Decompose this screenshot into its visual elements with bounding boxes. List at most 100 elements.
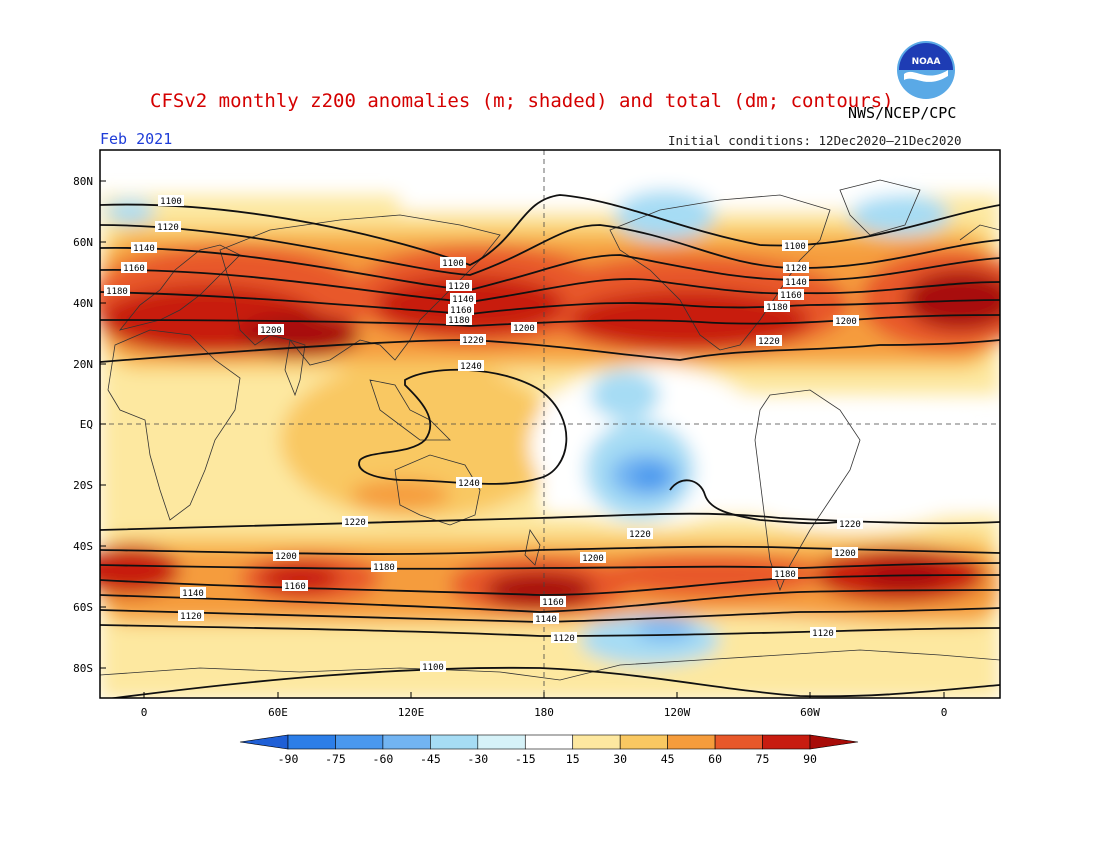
contour-label-1240-nh: 1240 [458, 360, 484, 372]
contour-label-1160-sh: 1160 [282, 580, 308, 592]
svg-text:1160: 1160 [542, 598, 564, 608]
contour-label-1180-sh: 1180 [371, 561, 397, 573]
lon-label: 60E [268, 706, 288, 719]
chart-title: CFSv2 monthly z200 anomalies (m; shaded)… [150, 90, 894, 112]
contour-label-1120-sh2: 1120 [551, 632, 577, 644]
contour-label-1180-nh3: 1180 [764, 301, 790, 313]
contour-label-1180-sh2: 1180 [772, 568, 798, 580]
noaa-logo: NOAA [897, 41, 955, 99]
lon-label: 0 [941, 706, 948, 719]
contour-label-1180-nh: 1180 [104, 285, 130, 297]
svg-text:1220: 1220 [758, 337, 780, 347]
contour-label-1200-nh3: 1200 [833, 315, 859, 327]
colorbar-swatch [430, 734, 479, 750]
svg-text:1200: 1200 [834, 549, 856, 559]
colorbar-swatch [572, 734, 621, 750]
svg-text:1220: 1220 [462, 336, 484, 346]
svg-text:1100: 1100 [442, 259, 464, 269]
lat-label: 80S [73, 662, 93, 675]
contour-label-1140-nh: 1140 [131, 242, 157, 254]
lon-label: 0 [141, 706, 148, 719]
svg-text:1180: 1180 [774, 570, 796, 580]
contour-label-1120-sh: 1120 [178, 610, 204, 622]
colorbar-swatch [667, 734, 716, 750]
svg-text:1200: 1200 [835, 317, 857, 327]
lon-label: 180 [534, 706, 554, 719]
colorbar-tick-label: -15 [514, 752, 536, 766]
colorbar-tick-label: -30 [467, 752, 489, 766]
colorbar-tick-label: 60 [708, 752, 723, 766]
contour-label-1200-sh3: 1200 [832, 547, 858, 559]
colorbar-tick-label: 90 [803, 752, 817, 766]
svg-text:1180: 1180 [373, 563, 395, 573]
contour-label-1200-sh2: 1200 [580, 552, 606, 564]
axis-ticks [100, 180, 945, 698]
colorbar-swatch [524, 734, 574, 750]
contour-label-1120-nh2: 1120 [446, 280, 472, 292]
contour-label-1140-sh2: 1140 [533, 613, 559, 625]
contour-label-1100-nh: 1100 [158, 195, 184, 207]
colorbar-tick-label: 75 [755, 752, 770, 766]
logo-text: NOAA [912, 57, 941, 67]
contour-label-1200-nh: 1200 [258, 324, 284, 336]
contour-label-1100-sh: 1100 [420, 661, 446, 673]
svg-text:1140: 1140 [785, 278, 807, 288]
contour-label-1160-nh3: 1160 [778, 289, 804, 301]
colorbar-arrow-right [809, 734, 859, 750]
contour-label-1200-sh: 1200 [273, 550, 299, 562]
colorbar-swatch [477, 734, 526, 750]
contour-label-1140-nh3: 1140 [783, 276, 809, 288]
contour-label-1140-sh: 1140 [180, 587, 206, 599]
colorbar-tick-label: 15 [565, 752, 580, 766]
colorbar-swatch [714, 734, 763, 750]
contour-label-1100-nh2: 1100 [440, 257, 466, 269]
contour-label-1220-sh2: 1220 [627, 528, 653, 540]
month-label: Feb 2021 [100, 130, 173, 148]
svg-text:1220: 1220 [839, 520, 861, 530]
contour-label-1100-nh3: 1100 [782, 240, 808, 252]
svg-text:1140: 1140 [452, 295, 474, 305]
colorbar-tick-label: 45 [660, 752, 675, 766]
svg-text:1120: 1120 [448, 282, 470, 292]
svg-text:1240: 1240 [458, 479, 480, 489]
colorbar-arrow-left [239, 734, 289, 750]
colorbar-tick-label: -60 [372, 752, 394, 766]
agency-label: NWS/NCEP/CPC [848, 104, 957, 122]
contour-label-1220-sh3: 1220 [837, 518, 863, 530]
colorbar-tick-label: -45 [419, 752, 441, 766]
svg-text:1120: 1120 [785, 264, 807, 274]
svg-text:1220: 1220 [344, 518, 366, 528]
colorbar-swatch [287, 734, 336, 750]
contour-label-1220-sh: 1220 [342, 516, 368, 528]
contours [100, 194, 1000, 698]
svg-text:1160: 1160 [780, 291, 802, 301]
colorbar-tick-label: 30 [613, 752, 628, 766]
contour-label-1220-nh2: 1220 [756, 335, 782, 347]
svg-text:1100: 1100 [422, 663, 444, 673]
svg-text:1120: 1120 [180, 612, 202, 622]
svg-text:1180: 1180 [766, 303, 788, 313]
lat-label: 20S [73, 479, 93, 492]
svg-text:1180: 1180 [106, 287, 128, 297]
svg-text:1200: 1200 [513, 324, 535, 334]
lat-label: 40S [73, 540, 93, 553]
svg-text:1100: 1100 [784, 242, 806, 252]
contour-label-1120-nh: 1120 [155, 221, 181, 233]
lat-label: 40N [73, 297, 93, 310]
contour-label-1160-nh: 1160 [121, 262, 147, 274]
lat-label: 80N [73, 175, 93, 188]
lon-label: 120E [398, 706, 425, 719]
initial-conditions-label: Initial conditions: 12Dec2020—21Dec2020 [668, 133, 962, 148]
svg-text:1140: 1140 [535, 615, 557, 625]
svg-text:1200: 1200 [260, 326, 282, 336]
colorbar-swatch [762, 734, 811, 750]
colorbar [239, 734, 859, 750]
contour-label-1120-nh3: 1120 [783, 262, 809, 274]
contour-label-1240-sh: 1240 [456, 477, 482, 489]
colorbar-swatch [335, 734, 384, 750]
svg-text:1160: 1160 [284, 582, 306, 592]
lat-label: 60N [73, 236, 93, 249]
lat-label: 20N [73, 358, 93, 371]
svg-text:1100: 1100 [160, 197, 182, 207]
